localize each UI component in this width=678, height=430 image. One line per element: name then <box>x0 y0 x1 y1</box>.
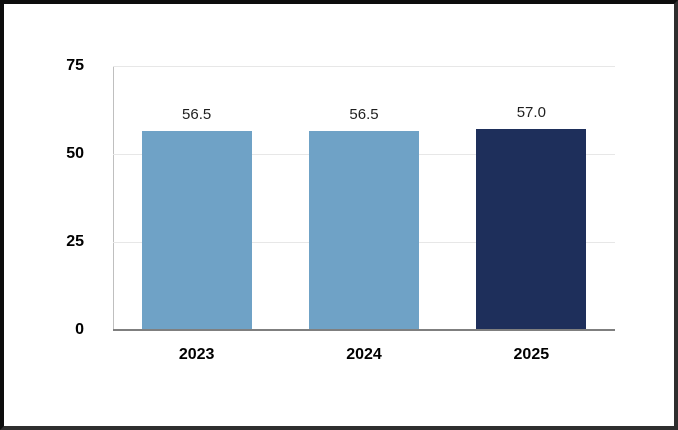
gridline-y-75 <box>113 65 615 67</box>
plot-area: 56.5 56.5 57.0 <box>113 65 615 331</box>
y-tick-label: 75 <box>66 57 84 74</box>
bar-2023 <box>141 131 252 330</box>
bar-value-label: 56.5 <box>349 106 379 124</box>
y-tick-label: 25 <box>66 233 84 250</box>
y-axis-labels: 0 25 50 75 <box>4 57 104 338</box>
x-axis-baseline <box>113 329 615 331</box>
y-tick-label: 0 <box>75 321 84 338</box>
x-axis-labels: 2023 2024 2025 <box>113 344 615 366</box>
bar-2024 <box>309 131 419 330</box>
y-tick-label: 50 <box>66 145 84 162</box>
bar-2025 <box>476 129 587 330</box>
x-tick-label-2024: 2024 <box>346 346 382 363</box>
y-axis-line <box>113 66 114 330</box>
x-tick-label-2025: 2025 <box>513 346 550 363</box>
x-tick-label-2023: 2023 <box>178 346 215 363</box>
bar-value-label: 56.5 <box>182 106 212 124</box>
bar-value-label: 57.0 <box>516 104 546 122</box>
